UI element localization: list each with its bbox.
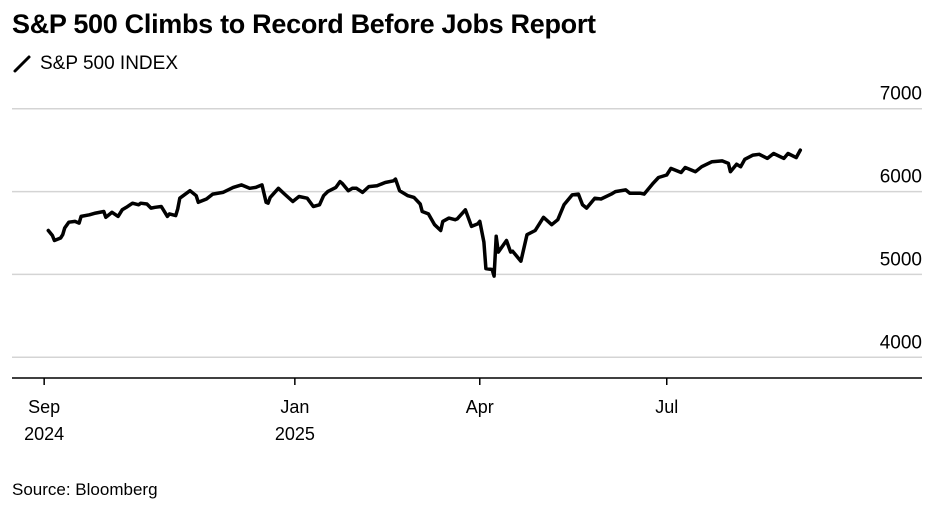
x-tick-label: 2025 [275, 424, 315, 444]
x-tick-label: Apr [466, 397, 494, 417]
x-tick-label: Sep [28, 397, 60, 417]
x-tick-label: Jan [280, 397, 309, 417]
series-line [46, 148, 803, 278]
x-tick-label: 2024 [24, 424, 64, 444]
source-note: Source: Bloomberg [12, 480, 158, 499]
y-tick-label: 4000 [880, 332, 922, 353]
x-tick-label: Jul [655, 397, 678, 417]
y-tick-label: 7000 [880, 84, 922, 105]
y-tick-label: 5000 [880, 249, 922, 270]
legend-label: S&P 500 INDEX [40, 53, 179, 74]
diagonal-line-icon [13, 55, 31, 73]
chart-legend: S&P 500 INDEX [12, 53, 178, 75]
y-tick-label: 6000 [880, 167, 922, 188]
line-chart: 4000 5000 6000 7000 Sep 2024 Jan 2025 Apr Jul [12, 84, 922, 444]
chart-title: S&P 500 Climbs to Record Before Jobs Rep… [12, 9, 596, 39]
